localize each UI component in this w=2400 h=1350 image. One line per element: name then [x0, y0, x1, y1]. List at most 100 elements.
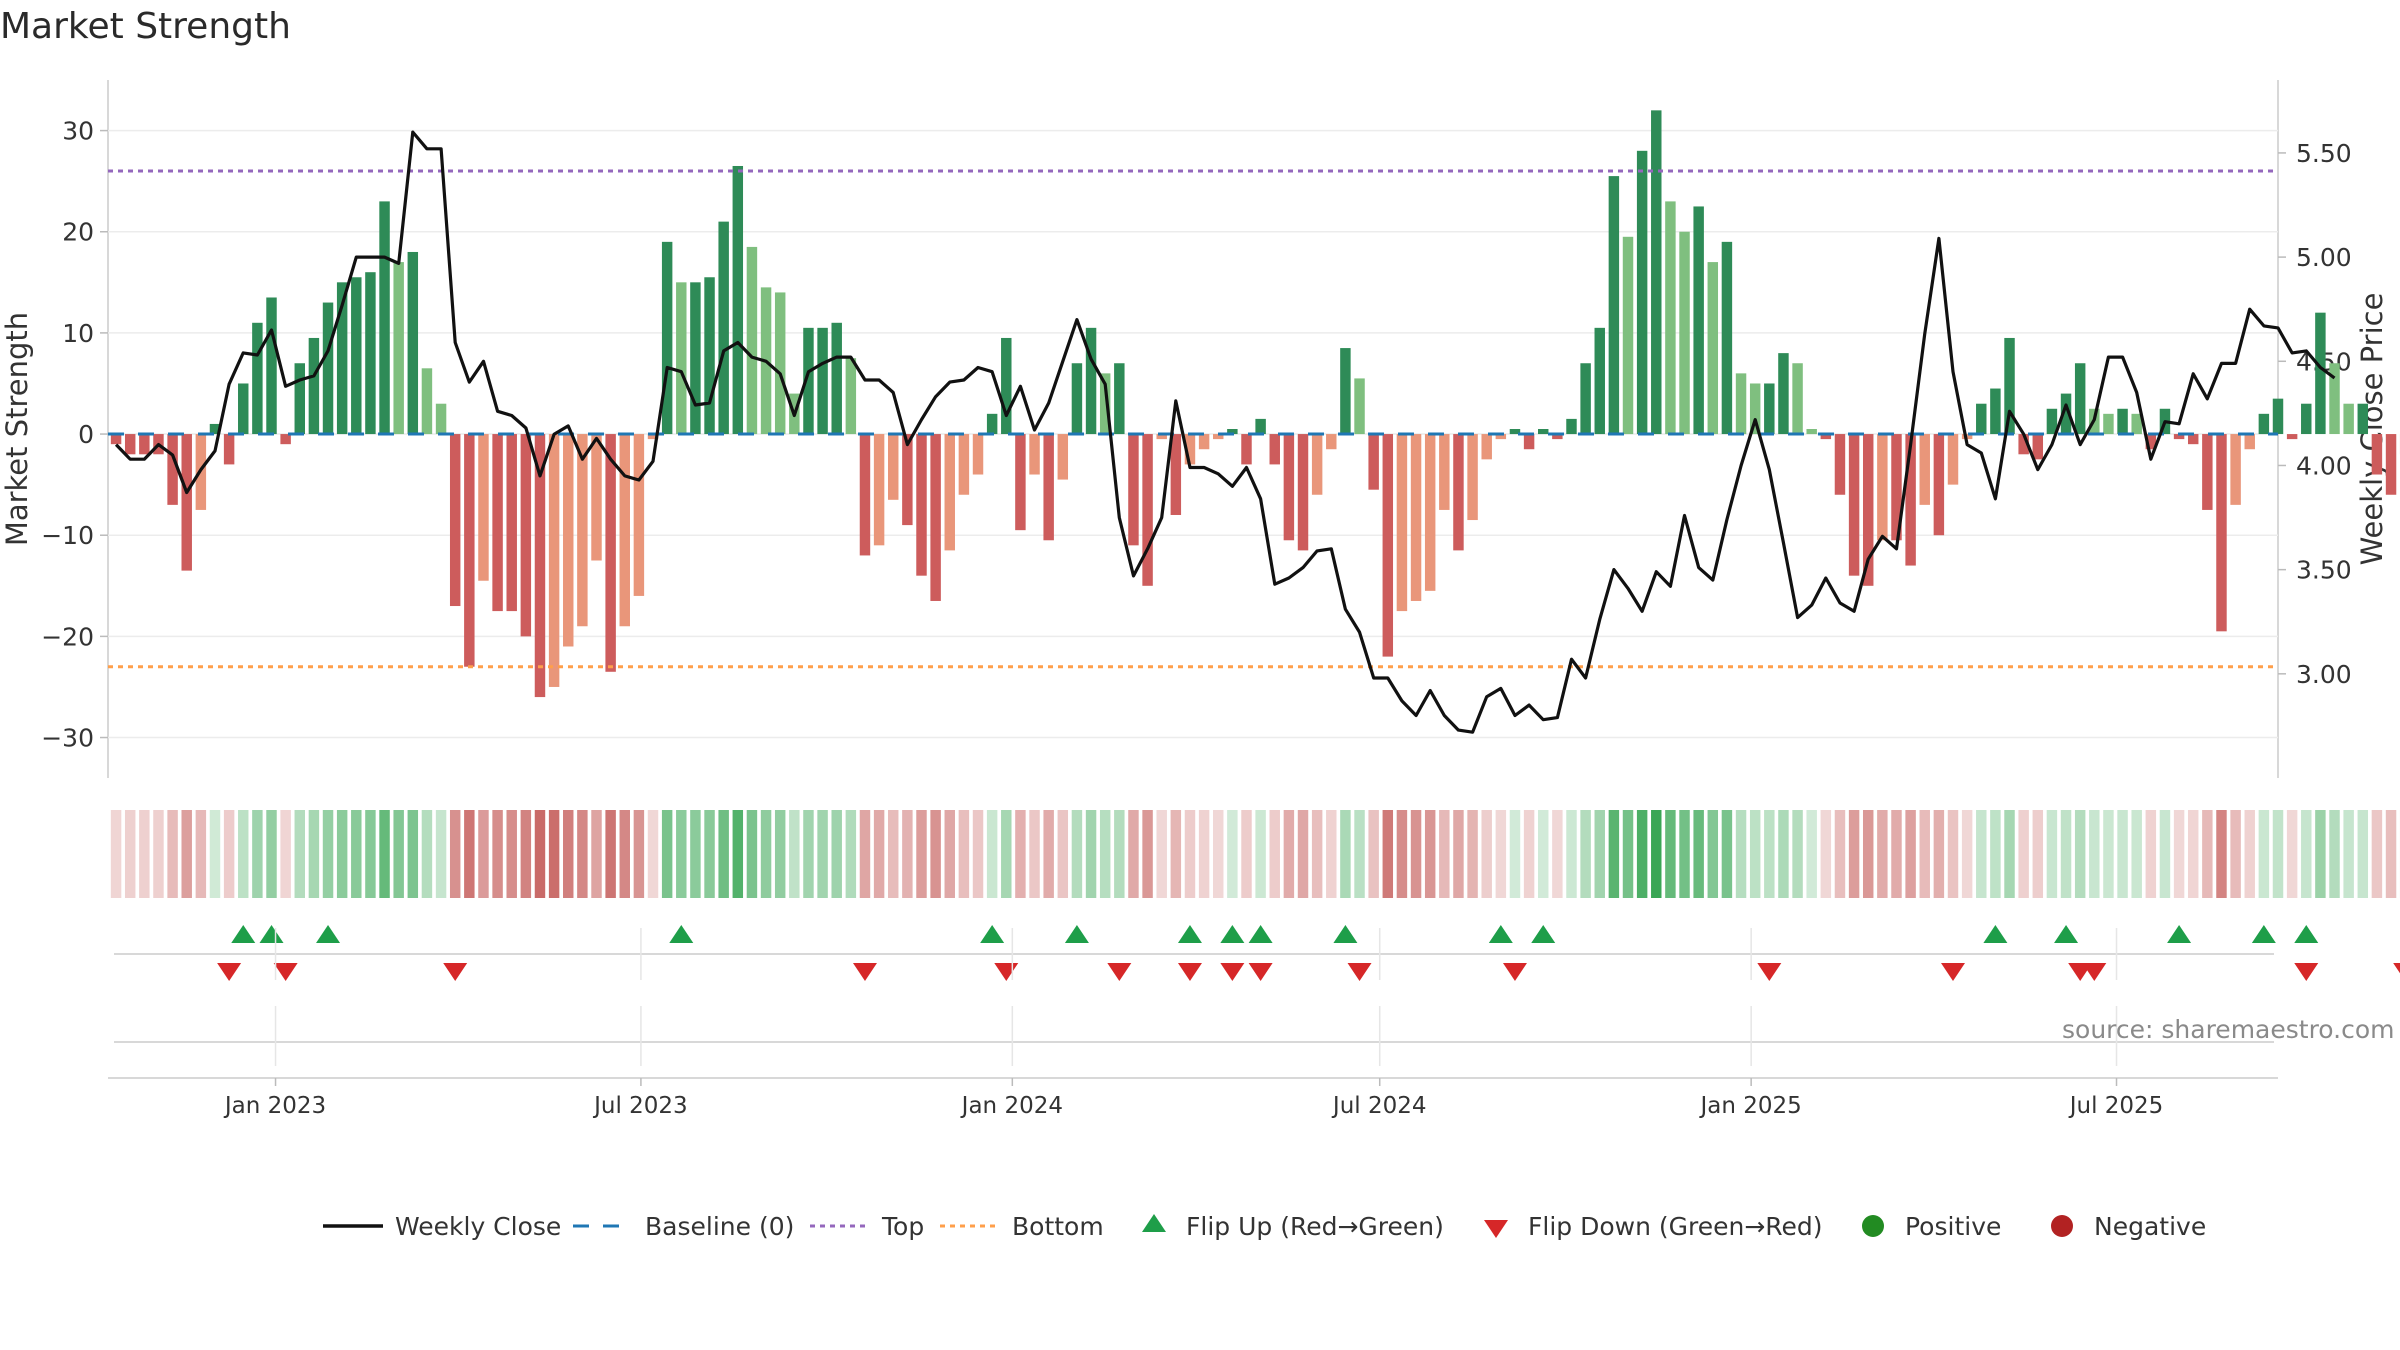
heat-cell: [2018, 810, 2029, 898]
strength-bar: [1679, 231, 1690, 435]
strength-bar: [1594, 327, 1605, 435]
heat-cell: [520, 810, 532, 898]
heat-cell: [859, 810, 871, 898]
heat-cell: [2230, 810, 2241, 898]
x-tick-label: Jul 2023: [592, 1093, 688, 1119]
heat-cell: [478, 810, 489, 898]
strength-bar: [2385, 434, 2397, 495]
strength-bar: [647, 434, 659, 440]
heat-cell: [831, 810, 842, 898]
strength-bar: [746, 246, 758, 435]
strength-bar: [577, 434, 588, 627]
heat-cell: [1085, 810, 1097, 898]
heat-cell: [591, 810, 602, 898]
strength-bar: [1453, 434, 1464, 551]
heat-cell: [1481, 810, 1492, 898]
heat-cell: [195, 810, 207, 898]
heat-cell: [1891, 810, 1902, 898]
legend-negative-icon: [2051, 1215, 2073, 1237]
heat-cell: [930, 810, 941, 898]
strength-bar: [1778, 353, 1789, 435]
legend-positive-icon: [1862, 1215, 1884, 1237]
strength-bar: [1735, 373, 1747, 435]
strength-bar: [803, 327, 814, 435]
strength-bar: [365, 272, 376, 435]
heat-cell: [2074, 810, 2086, 898]
flip-down-marker: [2294, 963, 2319, 981]
x-tick-label: Jul 2024: [1331, 1093, 1427, 1119]
strength-bar: [1255, 418, 1266, 435]
strength-bar: [2329, 363, 2340, 435]
strength-bar: [1467, 434, 1478, 521]
heat-cell: [1227, 810, 1238, 898]
heat-cell: [506, 810, 517, 898]
heat-cell: [393, 810, 404, 898]
strength-bar: [1213, 434, 1224, 440]
heat-cell: [1990, 810, 2001, 898]
strength-bar: [1269, 434, 1280, 465]
heat-cell: [605, 810, 616, 898]
flip-up-marker: [2054, 925, 2079, 943]
strength-bar: [1439, 434, 1450, 510]
heat-cell: [2202, 810, 2213, 898]
heat-cell: [294, 810, 305, 898]
heat-cell: [351, 810, 362, 898]
strength-bar: [916, 434, 927, 576]
heat-cell: [1778, 810, 1789, 898]
flip-down-marker: [1177, 963, 1202, 981]
legend-label: Negative: [2094, 1212, 2206, 1241]
heat-cell: [2145, 810, 2157, 898]
legend-label: Positive: [1905, 1212, 2001, 1241]
strength-bar: [704, 277, 715, 435]
strength-bar: [1552, 434, 1563, 440]
heat-cell: [888, 810, 899, 898]
heat-cell: [421, 810, 433, 898]
heat-cell: [449, 810, 461, 898]
strength-bar: [294, 363, 305, 435]
heat-cell: [336, 810, 348, 898]
strength-bar: [2046, 408, 2058, 435]
strength-bar: [1509, 429, 1521, 435]
heat-cell: [1114, 810, 1125, 898]
strength-bar: [1651, 110, 1662, 435]
strength-bar: [167, 434, 178, 505]
heat-cell: [2060, 810, 2072, 898]
heat-cell: [563, 810, 574, 898]
x-tick-label: Jul 2025: [2068, 1093, 2164, 1119]
strength-bar: [223, 434, 235, 465]
strength-bar: [478, 434, 489, 581]
strength-bar: [209, 423, 221, 435]
heat-cell: [1142, 810, 1153, 898]
heat-cell: [661, 810, 673, 898]
strength-bar: [1764, 383, 1775, 435]
heat-cell: [2371, 810, 2383, 898]
strength-bar: [845, 358, 857, 435]
y-tick-label: −30: [41, 724, 94, 753]
strength-bar: [859, 434, 871, 556]
heat-cell: [1919, 810, 1930, 898]
strength-bar: [1184, 434, 1196, 465]
heat-cell: [365, 810, 376, 898]
flip-up-marker: [231, 925, 256, 943]
heat-cell: [1749, 810, 1761, 898]
heat-strip: [110, 810, 2400, 898]
heat-cell: [958, 810, 970, 898]
heat-cell: [1848, 810, 1860, 898]
heat-cell: [280, 810, 291, 898]
strength-bar: [506, 434, 517, 612]
heat-cell: [223, 810, 235, 898]
flip-down-marker: [994, 963, 1019, 981]
legend-label: Bottom: [1012, 1212, 1104, 1241]
strength-bar: [1947, 434, 1959, 485]
flip-down-marker: [1220, 963, 1245, 981]
x-tick-label: Jan 2023: [223, 1093, 326, 1119]
heat-cell: [2089, 810, 2100, 898]
strength-bar: [407, 251, 419, 435]
heat-cell: [1651, 810, 1662, 898]
strength-bar: [902, 434, 913, 526]
strength-bar: [393, 262, 404, 435]
strength-bar: [266, 297, 277, 435]
strength-bar: [972, 434, 984, 475]
